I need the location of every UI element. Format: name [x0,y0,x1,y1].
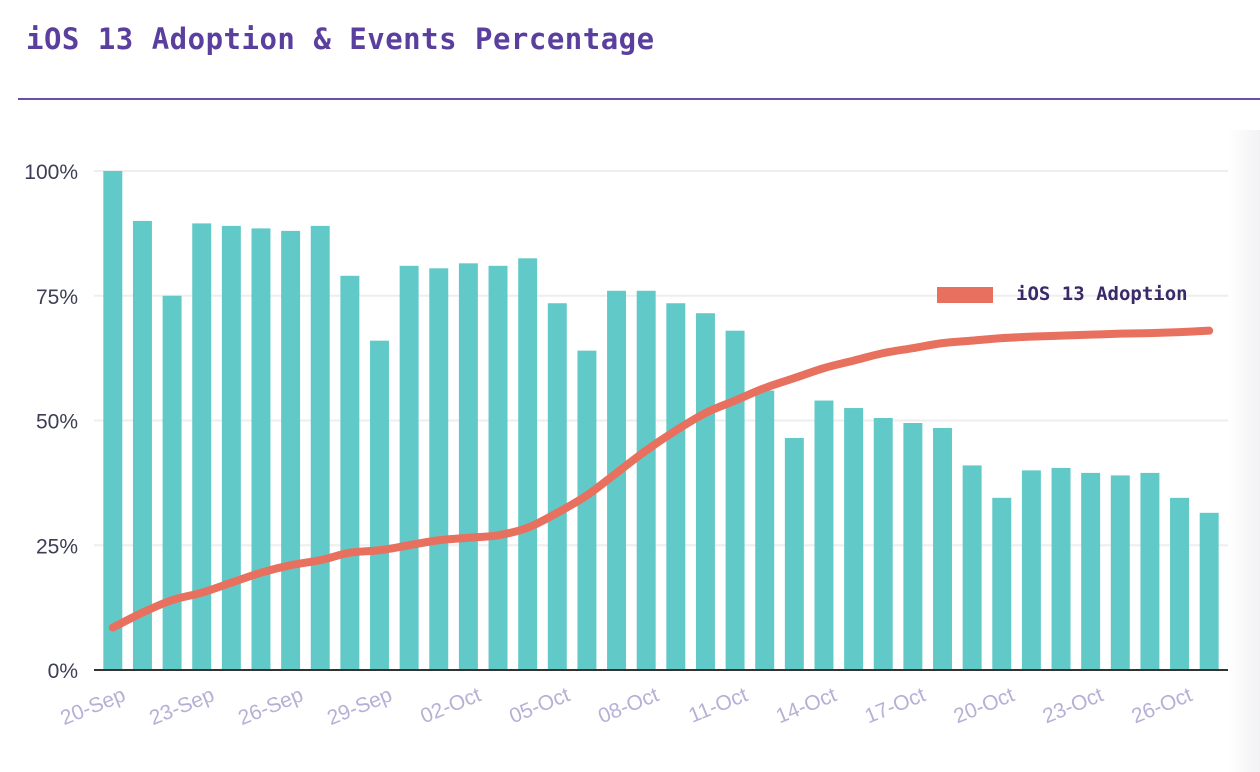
bar [784,437,804,670]
bar [577,350,597,670]
legend-swatch [937,287,993,303]
x-tick-label: 23-Sep [146,683,217,730]
bar [132,220,152,670]
y-axis-ticks: 0% 25% 50% 75% 100% [24,161,78,683]
bar [370,340,389,670]
bar [903,422,923,670]
bar [281,230,301,670]
chart-title: iOS 13 Adoption & Events Percentage [26,22,655,56]
x-tick-label: 26-Sep [235,683,306,730]
y-tick-label: 0% [48,660,78,683]
x-tick-label: 11-Oct [685,683,751,727]
bar [755,390,775,670]
bar [1140,472,1160,670]
x-tick-label: 29-Sep [324,683,395,730]
bar [636,290,656,670]
bar [844,408,864,670]
legend: iOS 13 Adoption [937,283,1188,305]
adoption-line [108,326,1214,632]
bar [192,223,212,670]
bar [607,290,627,670]
bar [1199,512,1219,670]
bar [251,228,271,670]
bar [310,225,330,670]
bar [1110,475,1130,670]
x-tick-label: 08-Oct [595,683,662,728]
bar [458,263,478,670]
bar [103,171,123,670]
x-tick-label: 05-Oct [506,683,573,728]
bar [695,313,715,670]
bar [547,303,567,670]
bar [962,465,982,670]
x-tick-label: 14-Oct [773,683,840,728]
x-tick-label: 23-Oct [1039,683,1106,728]
y-tick-label: 75% [36,286,78,309]
bar [221,225,241,670]
y-tick-label: 50% [36,411,78,434]
bar [399,265,419,670]
bar [429,268,449,670]
bar [992,497,1012,670]
y-tick-label: 25% [36,535,78,558]
x-tick-label: 26-Oct [1128,683,1195,728]
bar [1170,497,1190,670]
x-tick-label: 20-Oct [951,683,1018,728]
bar [518,258,538,670]
bar-series [103,171,1219,670]
bar [873,418,893,670]
bar [162,295,182,670]
title-divider [18,98,1260,100]
bar [933,427,952,670]
x-tick-label: 02-Oct [417,683,484,728]
legend-label: iOS 13 Adoption [1016,283,1188,305]
bar [725,330,745,670]
bar [1051,467,1071,670]
x-axis-ticks: 20-Sep 23-Sep 26-Sep 29-Sep 02-Oct 05-Oct 08-O… [57,683,1195,730]
bar [666,303,686,670]
x-tick-label: 20-Sep [57,683,128,730]
edge-shadow [1228,130,1260,772]
bar [340,275,360,670]
bar [1021,470,1041,670]
x-tick-label: 17-Oct [862,683,929,728]
bar [488,265,508,670]
bar [1081,472,1101,670]
y-tick-label: 100% [24,161,78,184]
bar [814,400,834,670]
